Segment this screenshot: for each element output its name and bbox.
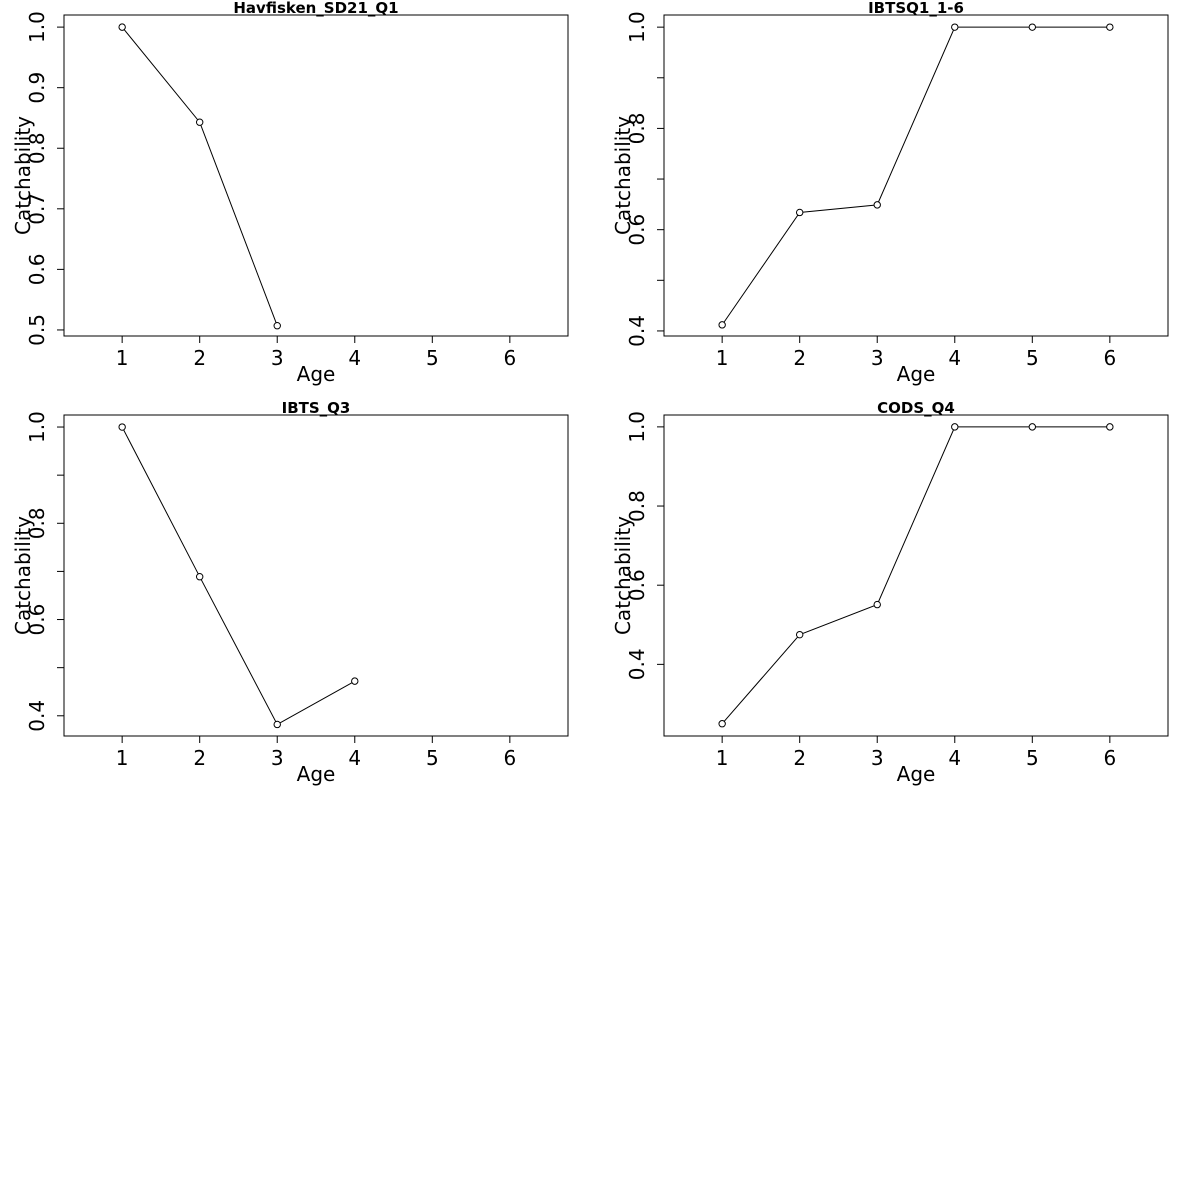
plot-frame — [663, 14, 1169, 337]
y-tick-label: 0.4 — [25, 700, 49, 732]
y-axis-label: Catchability — [11, 116, 35, 235]
x-tick-label: 2 — [793, 346, 806, 370]
series-line — [121, 426, 356, 726]
data-point — [1106, 23, 1114, 31]
data-point — [351, 677, 359, 685]
data-point — [195, 118, 204, 126]
x-tick-label: 3 — [271, 346, 284, 370]
plot-frame — [63, 14, 569, 337]
marks: 1 2 3 4 5 6 0.4 0.6 0.8 1.0 — [625, 11, 1116, 370]
data-point — [195, 573, 204, 581]
y-axis-label: Catchability — [611, 516, 635, 635]
x-tick-label: 1 — [716, 746, 729, 770]
data-point — [795, 630, 804, 639]
x-tick-label: 2 — [193, 746, 206, 770]
y-tick-label: 0.9 — [25, 72, 49, 104]
data-point — [1106, 423, 1114, 431]
y-tick-label: 1.0 — [625, 411, 649, 443]
data-point — [718, 321, 726, 329]
data-point — [118, 423, 126, 431]
y-tick-label: 1.0 — [625, 11, 649, 43]
y-tick-label: 0.4 — [625, 648, 649, 680]
data-point — [951, 23, 959, 31]
x-tick-label: 4 — [948, 346, 961, 370]
data-point — [273, 720, 281, 729]
marks: 1 2 3 4 5 6 0.4 0.6 0.8 1.0 — [625, 411, 1116, 770]
chart-title: Havfisken_SD21_Q1 — [233, 0, 398, 17]
y-tick-label: 0.6 — [25, 253, 49, 285]
chart-title: IBTS_Q3 — [282, 399, 351, 417]
x-tick-label: 1 — [116, 746, 129, 770]
x-tick-label: 3 — [871, 746, 884, 770]
x-tick-label: 6 — [1103, 346, 1116, 370]
x-tick-label: 5 — [1026, 746, 1039, 770]
x-axis-label: Age — [897, 362, 936, 386]
plot-frame — [63, 414, 569, 737]
y-tick-label: 0.8 — [625, 490, 649, 522]
y-tick-label: 0.8 — [25, 132, 49, 164]
y-tick-label: 1.0 — [25, 411, 49, 443]
x-tick-label: 4 — [348, 746, 361, 770]
panel-ibts-q3: IBTS_Q3 Age Catchability 1 2 3 4 5 6 0.4 0.6 0.8… — [11, 399, 569, 786]
chart-title: IBTSQ1_1-6 — [868, 0, 964, 17]
x-axis-label: Age — [897, 762, 936, 786]
y-tick-label: 0.8 — [625, 113, 649, 145]
x-tick-label: 2 — [193, 346, 206, 370]
x-tick-label: 1 — [716, 346, 729, 370]
x-tick-label: 6 — [1103, 746, 1116, 770]
x-tick-label: 4 — [948, 746, 961, 770]
data-point — [795, 208, 804, 217]
y-tick-label: 0.6 — [625, 214, 649, 246]
panel-havfisken: Havfisken_SD21_Q1 Age Catchability 1 2 3 4 5… — [11, 0, 569, 386]
data-point — [951, 423, 959, 431]
plot-frame — [663, 414, 1169, 737]
y-tick-label: 0.6 — [25, 604, 49, 636]
series-line — [721, 26, 1110, 326]
y-tick-label: 0.4 — [625, 315, 649, 347]
x-tick-label: 5 — [1026, 346, 1039, 370]
x-tick-label: 3 — [871, 346, 884, 370]
panel-ibtsq1: IBTSQ1_1-6 Age Catchability 1 2 3 4 5 6 0.4 0.6… — [611, 0, 1169, 386]
panel-cods-q4: CODS_Q4 Age Catchability 1 2 3 4 5 6 0.4 0.6 0.8… — [611, 399, 1169, 786]
x-tick-label: 1 — [116, 346, 129, 370]
data-point — [718, 720, 726, 728]
data-point — [1028, 23, 1037, 31]
y-tick-label: 1.0 — [25, 11, 49, 43]
x-tick-label: 3 — [271, 746, 284, 770]
y-axis-label: Catchability — [11, 516, 35, 635]
x-tick-label: 4 — [348, 346, 361, 370]
y-tick-label: 0.8 — [25, 507, 49, 539]
chart-title: CODS_Q4 — [877, 399, 955, 417]
series-line — [721, 426, 1110, 725]
data-point — [1028, 423, 1037, 431]
y-tick-label: 0.5 — [25, 314, 49, 346]
x-axis-label: Age — [297, 762, 336, 786]
data-point — [873, 201, 881, 209]
x-tick-label: 6 — [503, 346, 516, 370]
y-axis-label: Catchability — [611, 116, 635, 235]
marks: 1 2 3 4 5 6 0.5 0.6 0.7 0.8 0.9 1.0 — [25, 11, 516, 370]
x-tick-label: 5 — [426, 346, 439, 370]
x-axis-label: Age — [297, 362, 336, 386]
data-point — [118, 23, 126, 31]
marks: 1 2 3 4 5 6 0.4 0.6 0.8 1.0 — [25, 411, 516, 770]
x-tick-label: 5 — [426, 746, 439, 770]
x-tick-label: 2 — [793, 746, 806, 770]
y-tick-label: 0.7 — [25, 193, 49, 225]
y-tick-label: 0.6 — [625, 569, 649, 601]
data-point — [273, 322, 281, 330]
data-point — [873, 600, 881, 609]
x-tick-label: 6 — [503, 746, 516, 770]
